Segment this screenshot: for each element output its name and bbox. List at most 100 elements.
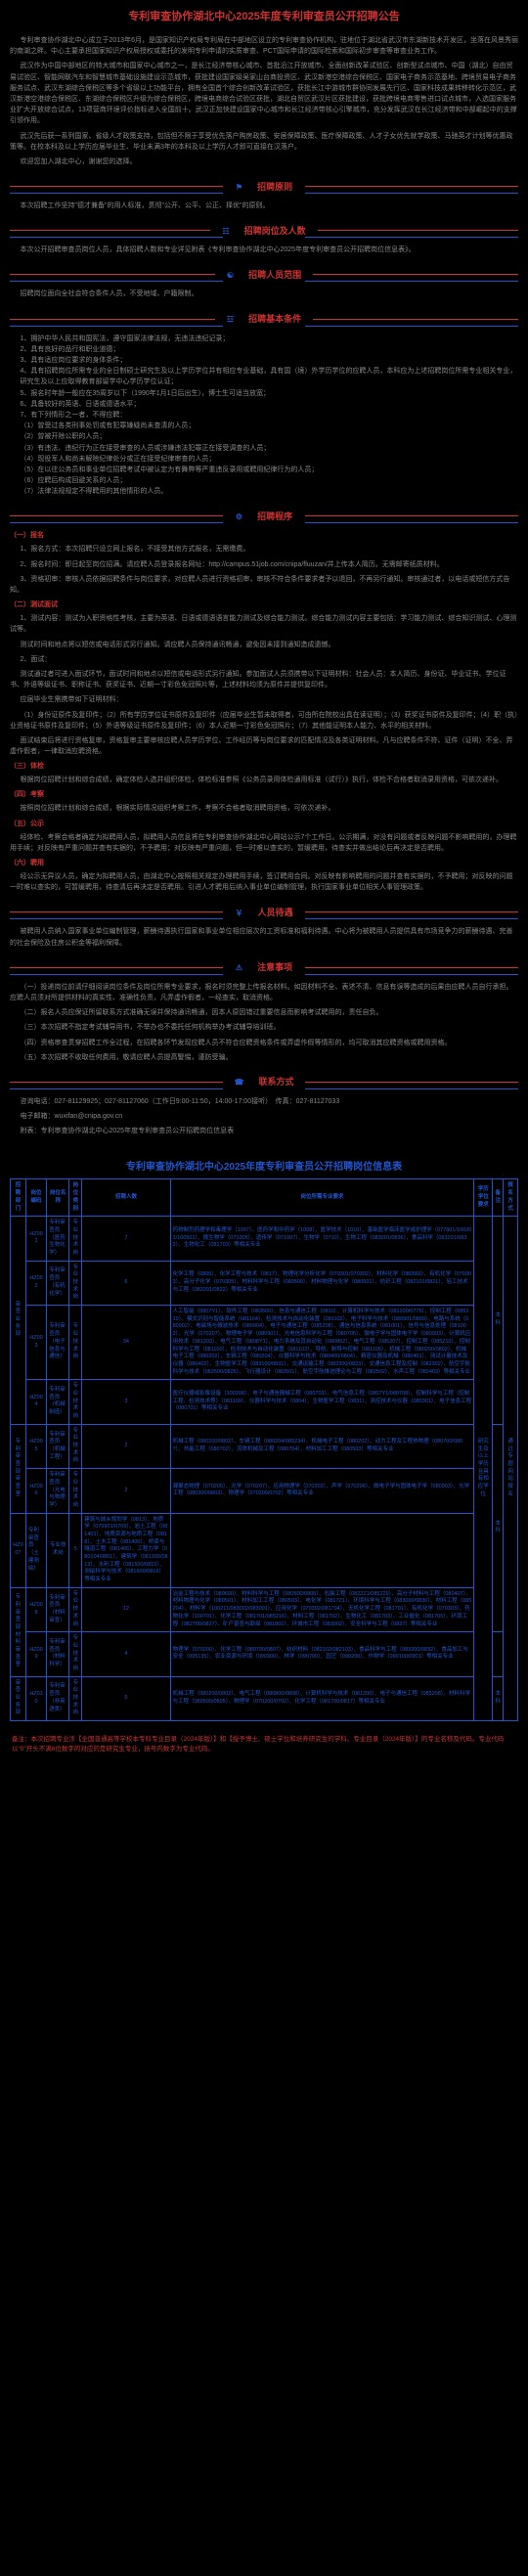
table-header: 招聘人数 bbox=[82, 1179, 170, 1217]
section-header-salary: ￥人员待遇 bbox=[10, 903, 518, 920]
table-row: HZ003专利审查员（电子信息与通信）专业技术岗34人工智能（0807Y1）、软… bbox=[11, 1306, 518, 1380]
cell-code: HZ002 bbox=[25, 1261, 46, 1305]
s8-b1: 电子邮箱：wuxifan@cnipa.gov.cn bbox=[10, 1111, 518, 1122]
process-para: （1）身份证原件及复印件；（2）所有学历学位证书原件及复印件（应届毕业生暂未取得… bbox=[10, 710, 518, 732]
table-row: 审查业务部HZ001专利审查员（医药生物化学）专业技术岗7药物制剂药理学和毒理学… bbox=[11, 1217, 518, 1261]
warn-icon: ⚠ bbox=[230, 963, 248, 972]
cell-dept: 专利审查部材料审查室 bbox=[11, 1587, 26, 1676]
cell-code: HZ004 bbox=[25, 1380, 46, 1424]
cell-req: 机械工程（080200/0802）、电气工程（080800/0808）、计算机科… bbox=[170, 1676, 474, 1720]
phone-icon: ☎ bbox=[229, 1078, 250, 1087]
table-title: 专利审查协作湖北中心2025年度专利审查员公开招聘岗位信息表 bbox=[0, 1158, 528, 1173]
process-para: 应届毕业生需携带如下证明材料： bbox=[10, 694, 518, 705]
table-row: 专利审查部审查室HZ005专利审查员（机械工程）专业技术岗2机械工程（08020… bbox=[11, 1424, 518, 1468]
cell-cat: 专业技术岗 bbox=[69, 1306, 82, 1380]
table-header: 岗位类别 bbox=[69, 1179, 82, 1217]
condition-item: 3、具有适应岗位要求的身体条件； bbox=[21, 355, 519, 366]
cell-name: 专利审查员（材料科学） bbox=[47, 1632, 69, 1676]
process-para: 2、报名时间：即日起至岗位招满。请应聘人员登录报名网址：http://campu… bbox=[10, 559, 518, 570]
process-para: 经体检、考察合格者确定为拟聘用人员，拟聘用人员信息将在专利审查协作湖北中心网站公… bbox=[10, 832, 518, 854]
condition-item: 1、拥护中华人民共和国宪法，遵守国家法律法规，无违法违纪记录； bbox=[21, 333, 519, 344]
process-para: 2、面试： bbox=[10, 654, 518, 665]
cell-cat: 专业技术岗 bbox=[69, 1676, 82, 1720]
condition-item: 5、报名时年龄一般应在35周岁以下（1990年1月1日后出生），博士生可适当放宽… bbox=[21, 388, 519, 399]
cell-name: 专利审查员（材料审查） bbox=[47, 1587, 69, 1631]
table-row: HZ002专利审查员（有机化学）专业技术岗6化学工程（0805）、化学工程与技术… bbox=[11, 1261, 518, 1305]
cell-num: 12 bbox=[82, 1587, 170, 1631]
table-header: 岗位编码 bbox=[25, 1179, 46, 1217]
table-row: 审查业务部HZ010专利审查员（非英语类）专业技术岗5机械工程（080200/0… bbox=[11, 1676, 518, 1720]
cell-req: 药物制剂药理学和毒理学（1007）、医药学和中药学（1008）、医学技术（101… bbox=[170, 1217, 474, 1261]
cell-cat: 专业技术岗 bbox=[69, 1380, 82, 1424]
main-content: 专利审查协作湖北中心成立于2013年6月，是国家知识产权局专利局在中部地区设立的… bbox=[0, 31, 528, 1144]
s6-body: 被聘用人员纳入国家事业单位编制管理，薪酬待遇执行国家和事业单位相应层次的工资标准… bbox=[10, 926, 518, 948]
cell-code: HZ009 bbox=[25, 1632, 46, 1676]
process-para: 按照岗位招聘计划和综合成绩，根据实际情况组织考察工作，考察不合格者取消聘用资格，… bbox=[10, 803, 518, 814]
table-row: HZ009专利审查员（材料科学）专业技术岗4物理学（070200）、化学工程（0… bbox=[11, 1632, 518, 1676]
s1-body: 本次招聘工作坚持"德才兼备"的用人标准，贯彻"公开、公平、公正、择优"的原则。 bbox=[10, 200, 518, 211]
cell-edu: 研究生及以上学历且具有相应学位 bbox=[474, 1217, 493, 1721]
cell-cat: 专业技术岗 bbox=[69, 1217, 82, 1261]
s3-body: 招聘岗位面向全社会符合条件人员，不受地域、户籍限制。 bbox=[10, 289, 518, 299]
cell-name: 专利审查员（医药生物化学） bbox=[47, 1217, 69, 1261]
cell-num: 5 bbox=[82, 1676, 170, 1720]
process-sub-heading: （一）报名 bbox=[10, 530, 518, 540]
section-header-scope: ☯招聘人员范围 bbox=[10, 265, 518, 283]
section-header-conditions: ☳招聘基本条件 bbox=[10, 310, 518, 328]
process-sub-heading: （三）体检 bbox=[10, 761, 518, 771]
cell-req: 物理学（070200）、化学工程（080700/0807）、纺织材料（08210… bbox=[170, 1632, 474, 1676]
condition-item: （5）在以往公务员和事业单位招聘考试中被认定为有舞弊等严重违反录用或聘用纪律行为… bbox=[21, 465, 519, 475]
process-para: 1、报名方式：本次招聘只设立网上报名，不接受其他方式报名，无需缴费。 bbox=[10, 544, 518, 555]
cell-req: 人工智能（0807Y1）、软件工程（083500）、信息与通信工程（0810）、… bbox=[170, 1306, 474, 1380]
notice-item: （二）报名人员应保证所留联系方式准确无误并保持通讯畅通，因本人原因错过重要信息而… bbox=[10, 1007, 518, 1018]
cell-req: 建筑与城乡规划学（0813）、地质学（070901/0709）、岩土工程（081… bbox=[82, 1513, 170, 1587]
condition-item: （2）曾被开除公职的人员； bbox=[21, 431, 519, 442]
intro-para: 武汉作为中国中部地区的特大城市和国家中心城市之一，是长江经济带核心城市、首批沿江… bbox=[10, 61, 518, 126]
process-para: 测试时间和地点将以短信或电话形式另行通知。请应聘人员保持通讯畅通，避免因未接到通… bbox=[10, 640, 518, 650]
cell-code: HZ003 bbox=[25, 1306, 46, 1380]
cell-cat: 专业技术岗 bbox=[69, 1469, 82, 1513]
people-icon: ☷ bbox=[216, 227, 235, 236]
cell-name: 专利审查员（非英语类） bbox=[47, 1676, 69, 1720]
list-icon: ☳ bbox=[221, 315, 240, 324]
section-header-contact: ☎联系方式 bbox=[10, 1073, 518, 1090]
cell-code: HZ005 bbox=[25, 1424, 46, 1468]
table-header: 备注 bbox=[493, 1179, 504, 1217]
s8-b2: 附表：专利审查协作湖北中心2025年度专利审查员公开招聘岗位信息表 bbox=[10, 1126, 518, 1136]
cell-name: 专利审查员（光电与物理学） bbox=[47, 1469, 69, 1513]
intro-para: 武汉先后获一系列国家、省级人才政策支持，包括但不限于享受优先落户购房政策、安居保… bbox=[10, 131, 518, 153]
process-sub-heading: （五）公示 bbox=[10, 819, 518, 828]
table-row: HZ004专利审查员（机械制造）专业技术岗3医疗仪器或影像设备（100208）、… bbox=[11, 1380, 518, 1424]
process-para: 根据岗位招聘计划和综合成绩，确定体检人选并组织体检，体检标准参照《公务员录用体检… bbox=[10, 775, 518, 785]
process-para: 面试结束后将进行资格复审，资格复审主要审核应聘人员学历学位、工作经历等与岗位要求… bbox=[10, 735, 518, 757]
cell-name: 专利审查员（机械工程） bbox=[47, 1424, 69, 1468]
globe-icon: ☯ bbox=[221, 271, 240, 280]
cell-req: 冶金工程与技术（080600）、材料科学与工程（080500/0805）、包装工… bbox=[170, 1587, 474, 1631]
section-header-process: ⚙招聘程序 bbox=[10, 507, 518, 524]
condition-item: （1）曾受过各类刑事处罚或有犯罪嫌疑尚未查清的人员； bbox=[21, 421, 519, 431]
cell-dept: 审查业务部 bbox=[11, 1217, 26, 1425]
process-para: 3、资格初审：审核人员依据招聘条件与岗位要求，对应聘人员进行资格初审，审核不符合… bbox=[10, 574, 518, 596]
table-header: 岗位名称 bbox=[47, 1179, 69, 1217]
cell-dept: 专利审查部审查室 bbox=[11, 1424, 26, 1513]
cell-dept: 审查业务部 bbox=[11, 1676, 26, 1720]
steps-icon: ⚙ bbox=[230, 512, 248, 521]
s8-b0: 咨询电话：027-81129925；027-81127060（工作日9:00-1… bbox=[10, 1096, 518, 1107]
notice-item: （五）本次招聘不收取任何费用，敬请应聘人员提高警惕，谨防受骗。 bbox=[10, 1052, 518, 1063]
notice-item: （四）资格审查贯穿招聘工作全过程，在招聘各环节发现应聘人员不符合应聘资格条件或弄… bbox=[10, 1038, 518, 1048]
page-title: 专利审查协作湖北中心2025年度专利审查员公开招聘公告 bbox=[0, 0, 528, 31]
cell-num: 2 bbox=[82, 1469, 170, 1513]
cell-cat: 专业技术岗 bbox=[69, 1424, 82, 1468]
cell-num: 2 bbox=[82, 1424, 170, 1468]
cell-num: 34 bbox=[82, 1306, 170, 1380]
cell-note: 本科 bbox=[493, 1424, 504, 1632]
cell-name: 专利审查员（土建测绘） bbox=[25, 1513, 46, 1587]
cell-name: 专利审查员（有机化学） bbox=[47, 1261, 69, 1305]
cell-cat: 专业技术岗 bbox=[69, 1587, 82, 1631]
notice-item: （三）本次招聘不指定考试辅导用书，不举办也不委托任何机构举办考试辅导培训班。 bbox=[10, 1022, 518, 1033]
process-sub-heading: （四）考察 bbox=[10, 789, 518, 799]
s2-body: 本次公开招聘审查员岗位人员，具体招聘人数和专业详见附表《专利审查协作湖北中心20… bbox=[10, 244, 518, 255]
cell-code: HZ001 bbox=[25, 1217, 46, 1261]
intro-para: 专利审查协作湖北中心成立于2013年6月，是国家知识产权局专利局在中部地区设立的… bbox=[10, 35, 518, 57]
process-para: 1、测试内容：测试为入职资格性考核，主要为英语、日语或德语语言能力测试及综合能力… bbox=[10, 613, 518, 635]
